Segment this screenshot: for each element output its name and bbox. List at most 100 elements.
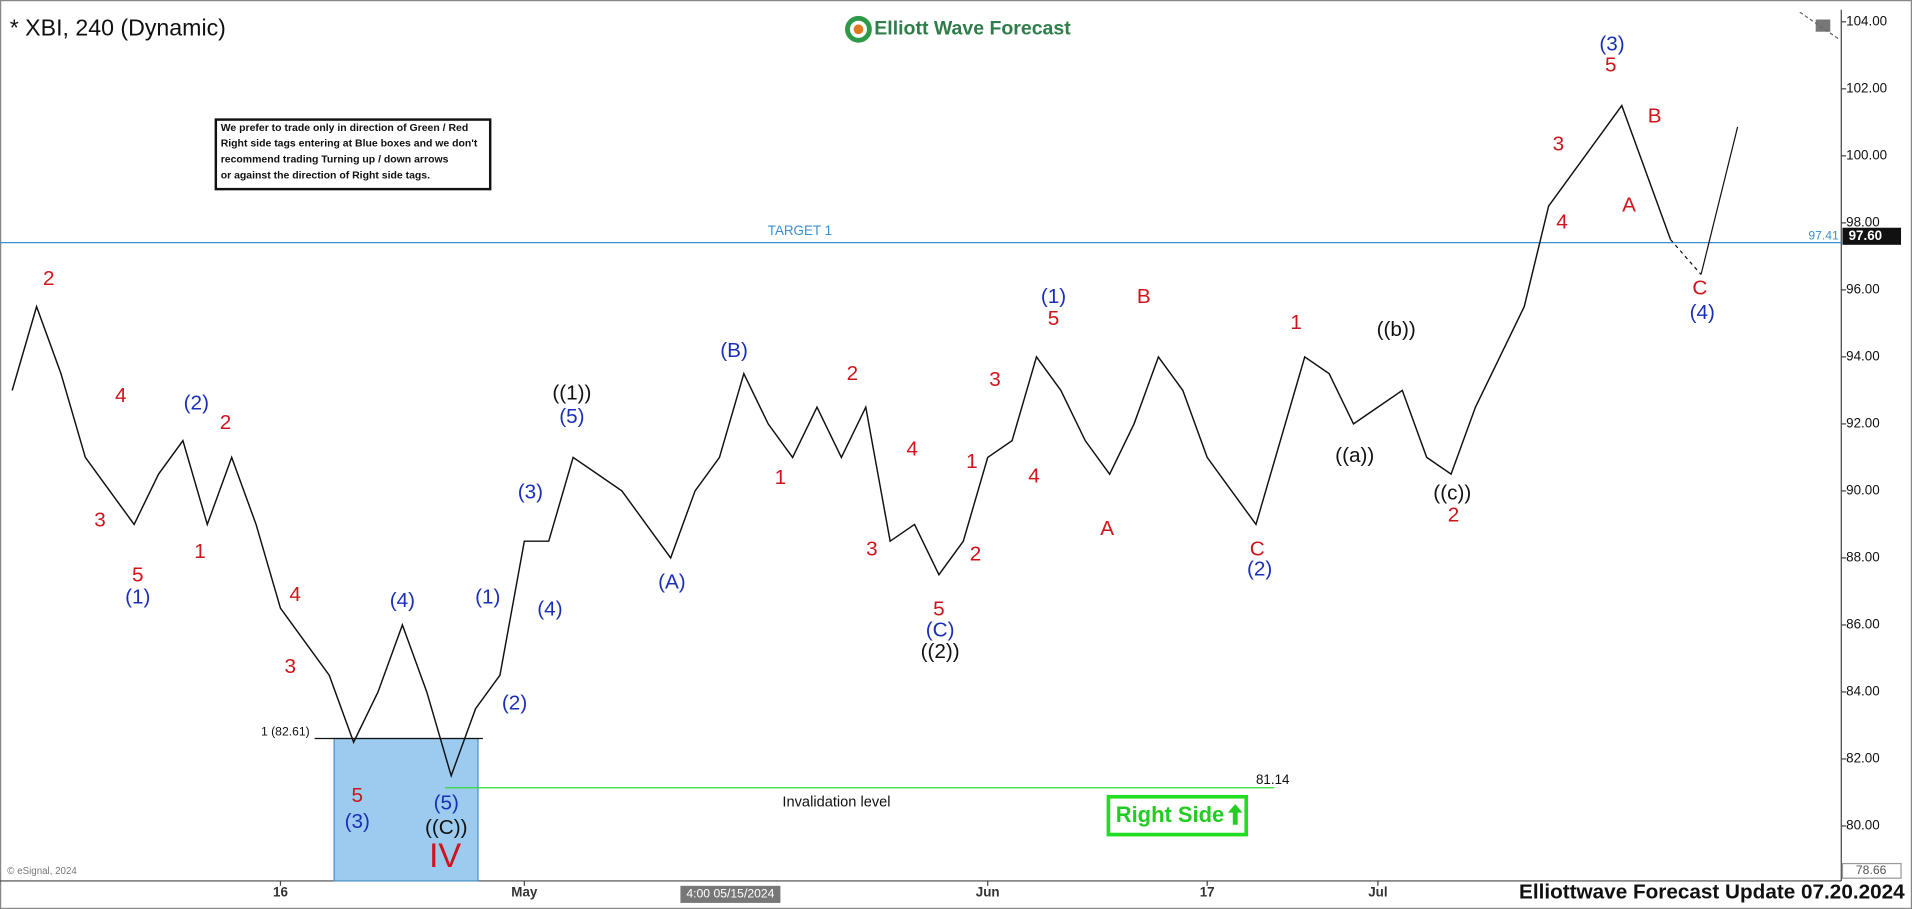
wave-label: ((a)) [1335,444,1374,467]
wave-label: 1 [194,540,206,563]
blue-box-label: 1 (82.61) [261,725,310,739]
y-tick-label: 104.00 [1846,13,1887,28]
note-line: recommend trading Turning up / down arro… [221,155,449,166]
wave-label: 3 [94,508,106,531]
wave-label: 1 [1290,311,1302,334]
wave-label: A [1622,194,1636,217]
note-line: We prefer to trade only in direction of … [221,123,469,134]
wave-label: (5) [434,792,459,815]
copyright: © eSignal, 2024 [7,866,77,877]
target-label: 97.41 [1808,229,1839,243]
wave-label: (C) [926,618,955,641]
y-tick-label: 102.00 [1846,80,1887,95]
wave-label: (A) [658,571,686,594]
projection-line [1700,126,1739,275]
wave-label: 2 [220,411,232,434]
y-tick-label: 82.00 [1846,751,1880,766]
footer: Elliottwave Forecast Update 07.20.2024 [1519,881,1905,904]
last-price-box [1842,227,1902,245]
wave-label: (4) [390,589,415,612]
wave-label: 5 [933,598,945,621]
y-tick-label: 86.00 [1846,616,1880,631]
price-line [11,104,1672,779]
chart-title: * XBI, 240 (Dynamic) [10,14,226,40]
x-tick-label: May [511,885,538,900]
logo-icon [853,24,864,35]
x-tick-label: 17 [1200,885,1215,900]
x-tick-label: Jun [976,885,1000,900]
wave-label: C [1250,538,1265,561]
wave-label: (1) [475,585,500,608]
wave-label: (3) [1599,33,1624,56]
wave-label: B [1137,285,1151,308]
logo-icon [845,15,872,43]
wave-label: 5 [1605,53,1617,76]
target-name: TARGET 1 [768,223,832,238]
wave-label: B [1648,105,1662,128]
blue-box [333,737,479,882]
wave-label: IV [429,837,461,875]
x-tick-label: Jul [1368,885,1387,900]
wave-label: 1 [966,450,978,473]
wave-label: 4 [115,384,127,407]
wave-label: 5 [1048,307,1060,330]
note-line: or against the direction of Right side t… [221,170,430,181]
wave-label: ((C)) [425,816,468,839]
wave-label: 2 [43,267,55,290]
note-line: Right side tags entering at Blue boxes a… [221,139,478,150]
right-side-text: Right Side [1116,802,1224,827]
wave-label: 5 [352,784,364,807]
note-box [214,118,492,191]
y-tick-label: 94.00 [1846,348,1880,363]
y-tick-label: 80.00 [1846,818,1880,833]
wave-label: (5) [559,405,584,428]
wave-label: 2 [1448,504,1460,527]
up-arrow-icon [1227,804,1243,825]
wave-label: (1) [125,585,150,608]
wave-label: 3 [866,538,878,561]
wave-label: 4 [906,438,918,461]
wave-label: (4) [1690,301,1715,324]
wave-label: 2 [847,362,859,385]
wave-label: 3 [284,655,296,678]
wave-label: 3 [989,368,1001,391]
wave-label: 4 [289,583,301,606]
y-tick-label: 92.00 [1846,415,1880,430]
wave-label: A [1100,517,1114,540]
projection-dash [1670,239,1702,275]
x-tick-label: 16 [273,885,288,900]
settings-icon[interactable] [1815,19,1831,32]
y-tick-label: 90.00 [1846,482,1880,497]
y-tick-label: 98.00 [1846,214,1880,229]
wave-label: ((b)) [1377,318,1416,341]
last-price-label: 97.60 [1849,228,1883,243]
wave-label: (2) [184,391,209,414]
wave-label: ((c)) [1433,482,1471,505]
wave-label: (2) [1247,557,1272,580]
cursor-label: 4:00 05/15/2024 [686,887,774,901]
wave-label: 5 [132,563,144,586]
wave-label: 3 [1553,133,1565,156]
axis-low-label: 78.66 [1856,863,1887,877]
logo: Elliott Wave Forecast [874,17,1071,39]
wave-label: ((1)) [552,382,591,405]
wave-label: (3) [345,810,370,833]
wave-label: 1 [775,466,787,489]
y-tick-label: 96.00 [1846,281,1880,296]
wave-label: (1) [1041,285,1066,308]
y-tick-label: 84.00 [1846,684,1880,699]
right-side-badge [1106,794,1249,837]
wave-label: (2) [502,691,527,714]
wave-label: 2 [970,543,982,566]
y-tick-label: 88.00 [1846,549,1880,564]
drawing-line [1799,11,1840,40]
axis-low-box [1841,862,1902,879]
wave-label: (4) [537,598,562,621]
wave-label: (B) [720,339,748,362]
invalidation-name: Invalidation level [782,794,890,810]
wave-label: C [1692,277,1707,300]
wave-label: ((2)) [921,640,960,663]
cursor-box [680,885,781,903]
